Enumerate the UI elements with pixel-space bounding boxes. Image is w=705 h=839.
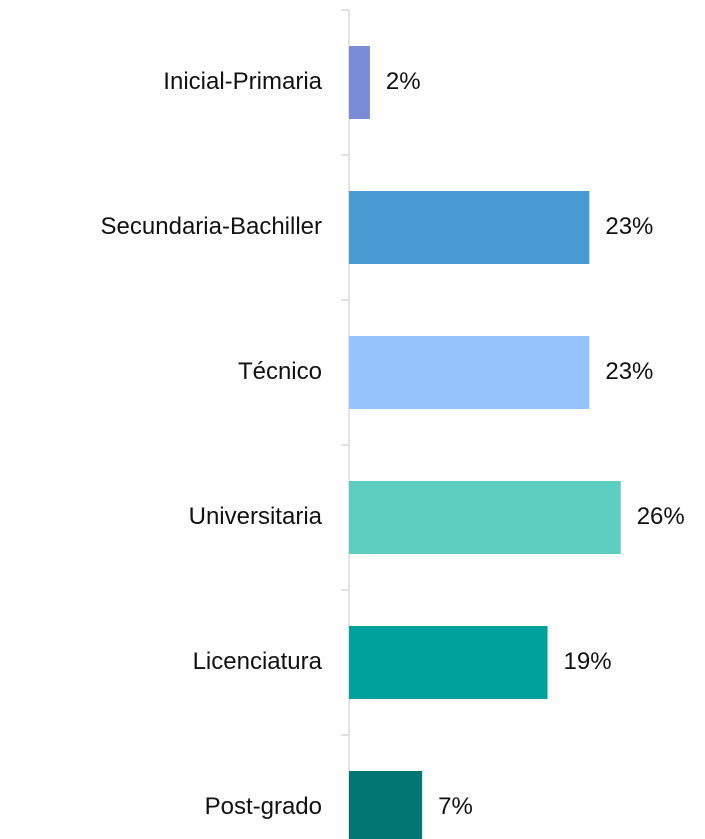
category-label: Técnico (238, 358, 322, 385)
value-label: 26% (637, 503, 685, 530)
category-label: Secundaria-Bachiller (101, 213, 322, 240)
value-label: 7% (438, 793, 473, 820)
value-label: 23% (605, 358, 653, 385)
category-label: Licenciatura (193, 648, 323, 675)
bar (349, 46, 370, 119)
bar (349, 191, 590, 264)
category-label: Universitaria (189, 503, 323, 530)
value-label: 2% (386, 68, 421, 95)
value-label: 23% (605, 213, 653, 240)
bar (349, 336, 590, 409)
bar (349, 481, 621, 554)
bar (349, 771, 423, 839)
category-label: Inicial-Primaria (163, 68, 322, 95)
bar (349, 626, 548, 699)
category-label: Post-grado (205, 793, 322, 820)
value-label: 19% (564, 648, 612, 675)
